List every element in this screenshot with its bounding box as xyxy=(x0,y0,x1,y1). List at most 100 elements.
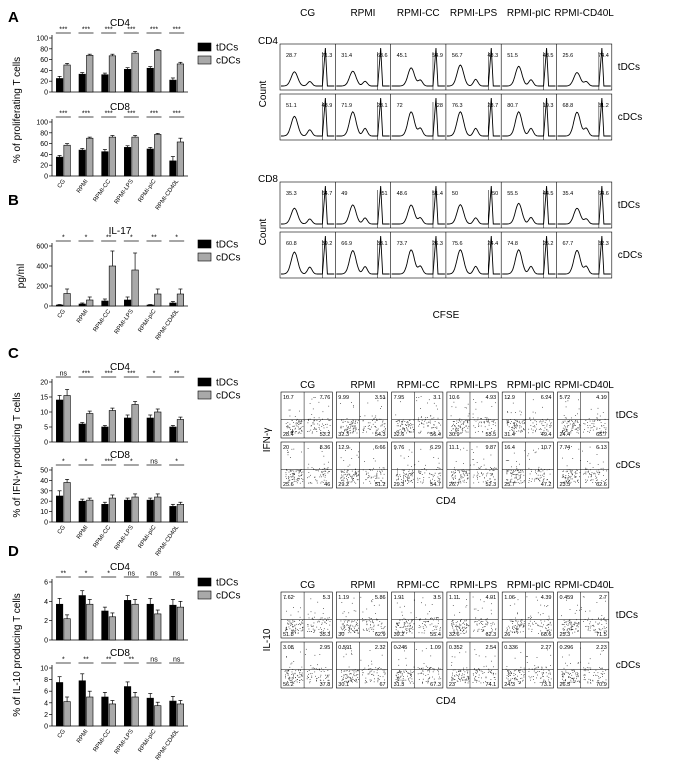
bar-tdcs xyxy=(78,423,86,443)
event-dot xyxy=(407,476,409,478)
event-dot xyxy=(532,426,534,427)
event-dot xyxy=(479,476,481,477)
event-dot xyxy=(421,423,423,425)
event-dot xyxy=(461,429,463,430)
event-dot xyxy=(367,425,369,427)
event-dot xyxy=(400,675,402,677)
event-dot xyxy=(474,427,476,428)
event-dot xyxy=(308,472,310,473)
event-dot xyxy=(520,624,522,626)
event-dot xyxy=(404,474,406,476)
event-dot xyxy=(476,475,478,477)
gate-left-percent: 28.7 xyxy=(286,53,297,59)
event-dot xyxy=(398,679,400,681)
significance-label: * xyxy=(85,571,88,578)
event-dot xyxy=(603,432,604,434)
event-dot xyxy=(462,630,463,632)
event-dot xyxy=(286,656,287,658)
event-dot xyxy=(314,428,315,430)
event-dot xyxy=(399,419,400,421)
event-dot xyxy=(568,677,570,678)
event-dot xyxy=(490,609,492,611)
event-dot xyxy=(507,419,509,421)
event-dot xyxy=(319,668,320,670)
event-dot xyxy=(535,667,537,669)
event-dot xyxy=(530,481,532,482)
event-dot xyxy=(289,469,291,471)
event-dot xyxy=(513,452,515,454)
event-dot xyxy=(285,676,286,677)
event-dot xyxy=(378,477,380,479)
event-dot xyxy=(458,419,460,421)
event-dot xyxy=(437,480,438,482)
event-dot xyxy=(590,679,591,681)
event-dot xyxy=(352,625,354,627)
event-dot xyxy=(359,416,361,417)
bar-cdcs xyxy=(63,64,71,93)
event-dot xyxy=(574,680,576,681)
event-dot xyxy=(318,629,320,630)
event-dot xyxy=(302,620,303,621)
event-dot xyxy=(520,620,521,622)
event-dot xyxy=(292,475,294,477)
event-dot xyxy=(288,426,290,428)
event-dot xyxy=(514,597,516,598)
event-dot xyxy=(399,606,401,608)
event-dot xyxy=(606,620,607,622)
event-dot xyxy=(535,430,536,431)
event-dot xyxy=(596,428,598,430)
event-dot xyxy=(401,673,403,675)
event-dot xyxy=(310,598,312,600)
event-dot xyxy=(576,470,578,471)
event-dot xyxy=(462,470,464,472)
event-dot xyxy=(532,622,533,624)
event-dot xyxy=(327,670,329,671)
event-dot xyxy=(345,450,346,451)
event-dot xyxy=(589,610,591,612)
event-dot xyxy=(308,482,309,484)
event-dot xyxy=(343,477,345,479)
event-dot xyxy=(535,451,537,453)
event-dot xyxy=(577,630,579,631)
event-dot xyxy=(366,472,367,474)
event-dot xyxy=(580,607,582,608)
event-dot xyxy=(571,628,572,630)
event-dot xyxy=(456,629,458,631)
event-dot xyxy=(518,670,520,672)
event-dot xyxy=(291,622,292,624)
event-dot xyxy=(602,412,604,413)
event-dot xyxy=(354,474,356,475)
event-dot xyxy=(310,429,312,431)
event-dot xyxy=(329,630,330,632)
event-dot xyxy=(417,420,419,422)
event-dot xyxy=(319,679,321,681)
event-dot xyxy=(431,623,433,625)
event-dot xyxy=(595,482,596,483)
event-dot xyxy=(452,677,454,679)
event-dot xyxy=(369,475,371,477)
event-dot xyxy=(418,627,420,628)
event-dot xyxy=(460,680,461,682)
event-dot xyxy=(452,474,453,476)
event-dot xyxy=(458,626,459,628)
event-dot xyxy=(465,431,467,433)
bar-tdcs xyxy=(101,151,109,177)
event-dot xyxy=(566,599,567,601)
event-dot xyxy=(357,420,359,421)
event-dot xyxy=(356,474,357,476)
event-dot xyxy=(346,674,348,675)
event-dot xyxy=(353,425,355,427)
event-dot xyxy=(549,473,551,475)
event-dot xyxy=(592,625,593,626)
event-dot xyxy=(323,427,325,429)
event-dot xyxy=(354,430,356,432)
event-dot xyxy=(293,620,295,622)
histogram-trace xyxy=(281,235,335,275)
event-dot xyxy=(451,679,453,681)
event-dot xyxy=(522,482,523,483)
event-dot xyxy=(592,679,594,681)
event-dot xyxy=(528,453,530,455)
event-dot xyxy=(451,406,453,408)
event-dot xyxy=(480,466,482,467)
event-dot xyxy=(578,408,580,410)
